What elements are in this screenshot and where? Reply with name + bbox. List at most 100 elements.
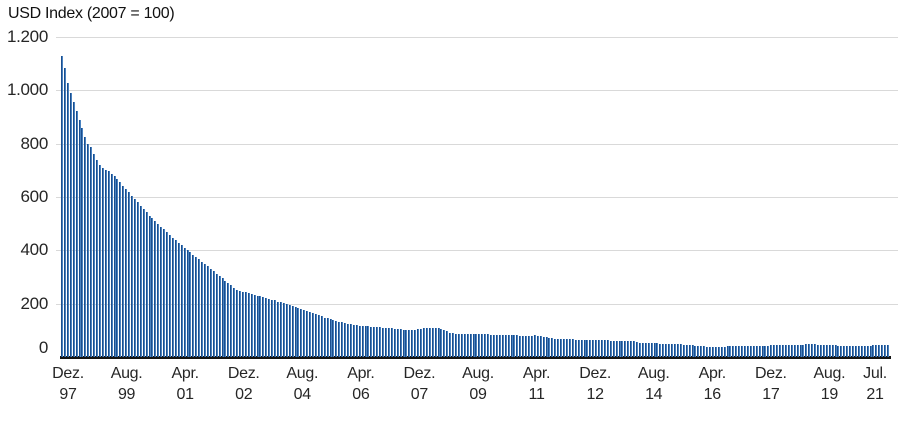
bar <box>673 343 676 357</box>
x-tick-year: 02 <box>235 386 253 403</box>
bar <box>519 335 522 357</box>
bar <box>560 338 563 357</box>
x-tick-year: 16 <box>703 386 722 403</box>
x-axis-tick-label: Apr. 06 <box>329 363 393 405</box>
bar <box>819 344 822 357</box>
y-axis-tick-label: 600 <box>20 187 49 206</box>
x-tick-year: 17 <box>762 386 780 403</box>
bar <box>636 342 639 357</box>
bar <box>437 328 440 357</box>
bar <box>72 102 75 357</box>
bar <box>834 345 837 357</box>
bar <box>498 334 501 357</box>
bar <box>440 329 443 357</box>
bar <box>671 343 674 357</box>
x-tick-year: 97 <box>59 386 77 403</box>
bar <box>63 67 66 357</box>
bar <box>744 345 747 357</box>
x-axis-tick-label: Apr. 11 <box>505 363 569 405</box>
x-tick-month: Aug. <box>110 365 143 382</box>
gridline <box>56 303 898 305</box>
bar <box>495 334 498 357</box>
bar <box>297 307 300 357</box>
bar <box>630 341 633 357</box>
bar <box>843 345 846 357</box>
bar <box>857 345 860 357</box>
bar <box>390 328 393 357</box>
bar <box>641 343 644 357</box>
bar <box>577 339 580 357</box>
x-axis-tick-label: Dez. 07 <box>387 363 451 405</box>
bar <box>268 298 271 357</box>
x-tick-year: 11 <box>528 386 545 403</box>
bar <box>110 173 113 357</box>
bar <box>828 345 831 357</box>
x-tick-month: Aug. <box>462 365 494 382</box>
bar <box>370 326 373 357</box>
x-axis-tick-label: Dez. 97 <box>36 363 100 405</box>
bar <box>571 339 574 357</box>
bar <box>291 306 294 357</box>
bar <box>332 319 335 357</box>
bar <box>863 345 866 357</box>
bar <box>650 343 653 357</box>
x-tick-year: 01 <box>176 386 195 403</box>
bar <box>131 195 134 357</box>
bar <box>417 329 420 357</box>
bar <box>405 329 408 357</box>
bar <box>344 323 347 357</box>
bar <box>279 302 282 357</box>
bar <box>694 345 697 357</box>
bar <box>119 182 122 357</box>
bar <box>69 93 72 357</box>
bar <box>872 345 875 357</box>
bar <box>107 171 110 357</box>
bar <box>545 337 548 357</box>
bar <box>98 165 101 357</box>
bar <box>183 247 186 357</box>
bar <box>96 160 99 357</box>
bar <box>860 345 863 357</box>
bar <box>755 345 758 357</box>
bar <box>116 179 119 357</box>
bar <box>385 327 387 357</box>
y-axis-tick-label: 400 <box>20 240 49 260</box>
y-axis-tick-label: 1.200 <box>6 27 48 46</box>
bar <box>723 346 726 357</box>
bar <box>688 345 691 357</box>
x-tick-year: 09 <box>469 386 487 403</box>
bar <box>422 328 425 357</box>
bar <box>767 345 770 357</box>
bar <box>697 345 700 357</box>
bar <box>218 275 221 357</box>
x-tick-year: 04 <box>293 386 312 403</box>
bar <box>647 343 650 357</box>
bar <box>533 335 536 357</box>
bar <box>387 328 390 357</box>
bar <box>171 237 174 357</box>
bar <box>122 185 125 357</box>
bar <box>583 339 586 357</box>
bar <box>758 345 761 357</box>
bar <box>259 296 262 357</box>
bar <box>487 334 490 357</box>
bar <box>709 346 712 357</box>
bar <box>215 273 218 357</box>
bar <box>846 345 849 357</box>
bar <box>522 335 525 357</box>
bar <box>101 167 104 357</box>
bar <box>475 334 478 357</box>
bar <box>720 346 723 357</box>
bar <box>265 297 268 357</box>
bar <box>746 345 749 357</box>
y-axis-tick-label: 0 <box>38 338 48 357</box>
bar <box>457 333 460 357</box>
x-axis-tick-label: Aug. 14 <box>622 363 686 405</box>
bar <box>580 339 583 357</box>
bar <box>612 340 615 357</box>
bar <box>338 321 341 357</box>
bar <box>236 290 239 357</box>
bar <box>355 325 358 357</box>
bar <box>233 287 236 357</box>
bar <box>691 345 694 357</box>
